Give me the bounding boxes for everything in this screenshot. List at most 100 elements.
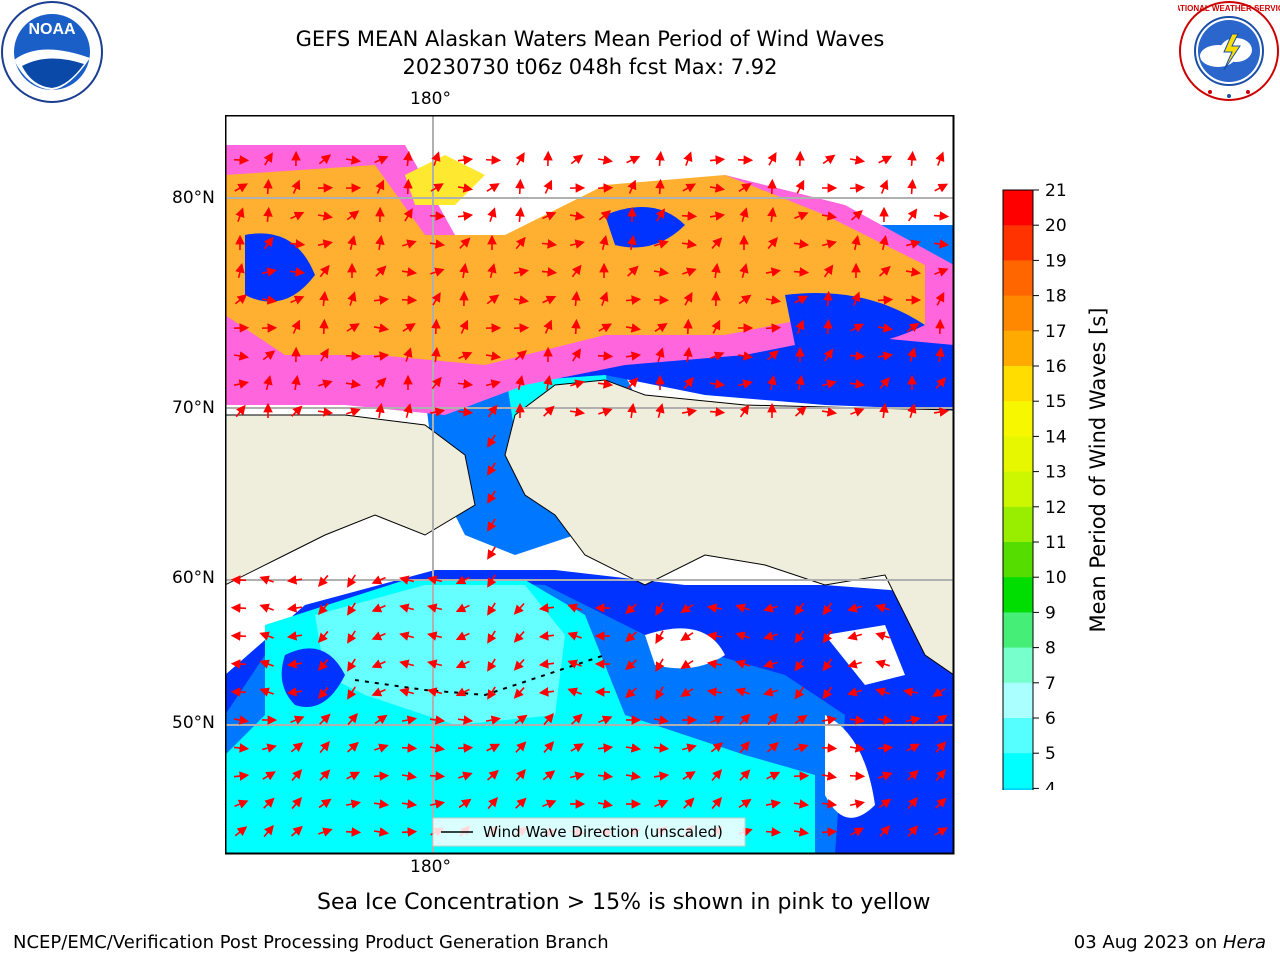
colorbar-tick-label: 20 (1045, 216, 1067, 236)
wave-direction-arrow (429, 239, 446, 249)
wave-direction-arrow (655, 602, 665, 616)
wave-direction-arrow (682, 183, 696, 193)
wave-direction-arrow (458, 798, 472, 809)
wave-direction-arrow (233, 379, 250, 389)
wave-direction-arrow (403, 150, 413, 167)
wave-direction-arrow (767, 151, 777, 166)
wave-direction-arrow (347, 291, 357, 306)
wave-direction-arrow (711, 769, 723, 782)
wave-direction-arrow (261, 295, 278, 305)
wave-direction-arrow (710, 351, 725, 361)
wave-direction-arrow (597, 155, 614, 165)
footer-left: NCEP/EMC/Verification Post Processing Pr… (13, 932, 609, 953)
wave-direction-arrow (486, 183, 500, 193)
wave-direction-arrow (234, 183, 248, 193)
wave-direction-arrow (680, 631, 694, 642)
wave-direction-arrow (875, 603, 890, 613)
wave-direction-arrow (877, 295, 894, 305)
wave-direction-arrow (794, 686, 805, 700)
wave-direction-arrow (290, 715, 305, 725)
wave-direction-arrow (907, 403, 917, 418)
wave-direction-arrow (319, 769, 331, 781)
wave-direction-arrow (345, 827, 362, 837)
colorbar-cell (1003, 436, 1033, 473)
wave-direction-arrow (710, 742, 724, 753)
wave-direction-arrow (794, 295, 809, 305)
wave-direction-arrow (933, 407, 950, 417)
wave-direction-arrow (373, 771, 390, 781)
wave-direction-arrow (233, 771, 250, 781)
colorbar-cell (1003, 471, 1033, 508)
wave-direction-arrow (877, 351, 894, 361)
wave-direction-arrow (847, 631, 862, 641)
wave-direction-arrow (793, 827, 810, 837)
wave-direction-arrow (821, 799, 838, 809)
wave-direction-arrow (655, 150, 665, 167)
wave-direction-arrow (286, 631, 303, 641)
wave-direction-arrow (655, 630, 665, 644)
wave-direction-arrow (569, 407, 586, 417)
colorbar-tick-label: 17 (1045, 322, 1067, 342)
wave-direction-arrow (877, 743, 894, 753)
lat-label-70: 70°N (172, 398, 215, 418)
wave-direction-arrow (317, 686, 329, 699)
wave-direction-arrow (347, 602, 357, 616)
wave-direction-arrow (598, 323, 612, 333)
wave-direction-arrow (847, 659, 862, 669)
wave-direction-arrow (597, 799, 614, 809)
wave-direction-arrow (427, 575, 443, 585)
wave-direction-arrow (429, 211, 446, 221)
wave-direction-arrow (317, 211, 334, 221)
colorbar-cells (1002, 189, 1034, 790)
wave-direction-arrow (850, 827, 865, 837)
wave-direction-arrow (487, 574, 497, 588)
wave-direction-arrow (455, 575, 470, 585)
wave-direction-arrow (263, 824, 274, 838)
wave-direction-arrow (737, 379, 753, 389)
noaa-logo: NOAA (1, 1, 103, 103)
wave-direction-arrow (849, 715, 866, 725)
wave-direction-arrow (486, 769, 499, 781)
wave-direction-arrow (291, 769, 303, 782)
wave-direction-arrow (711, 797, 723, 810)
wave-direction-arrow (711, 237, 723, 249)
wave-direction-arrow (735, 687, 750, 697)
wave-direction-arrow (934, 827, 948, 837)
wave-direction-arrow (399, 575, 415, 585)
wave-direction-arrow (230, 687, 247, 697)
wave-direction-arrow (598, 407, 613, 417)
wave-direction-arrow (571, 290, 581, 307)
wave-direction-arrow (851, 235, 861, 251)
footer-host: Hera (1222, 932, 1266, 953)
wave-direction-arrow (823, 264, 834, 278)
wave-direction-arrow (570, 379, 585, 389)
wave-direction-arrow (263, 375, 273, 391)
wave-direction-arrow (822, 602, 833, 616)
wave-direction-arrow (347, 686, 357, 700)
wave-direction-arrow (683, 151, 693, 166)
wave-direction-arrow (567, 631, 582, 641)
wave-direction-arrow (822, 658, 833, 672)
wave-direction-arrow (709, 183, 726, 193)
wave-direction-arrow (597, 743, 614, 753)
wave-direction-arrow (373, 799, 390, 809)
wave-direction-arrow (597, 379, 614, 389)
wave-direction-arrow (682, 743, 697, 753)
wave-direction-arrow (430, 267, 445, 277)
wave-direction-arrow (515, 797, 527, 809)
wave-direction-arrow (515, 741, 527, 753)
wave-direction-arrow (849, 799, 866, 809)
wave-direction-arrow (543, 405, 555, 417)
wave-direction-arrow (513, 267, 530, 277)
wave-direction-arrow (763, 631, 778, 641)
wave-direction-arrow (263, 236, 274, 250)
wave-direction-arrow (402, 323, 416, 333)
wave-direction-arrow (487, 518, 497, 532)
wave-direction-arrow (319, 740, 330, 754)
wave-direction-arrow (235, 263, 245, 279)
wave-direction-arrow (767, 206, 777, 223)
wave-direction-arrow (399, 687, 415, 697)
wave-direction-arrow (626, 155, 641, 165)
wave-direction-arrow (487, 490, 497, 504)
wave-direction-arrow (907, 769, 919, 781)
